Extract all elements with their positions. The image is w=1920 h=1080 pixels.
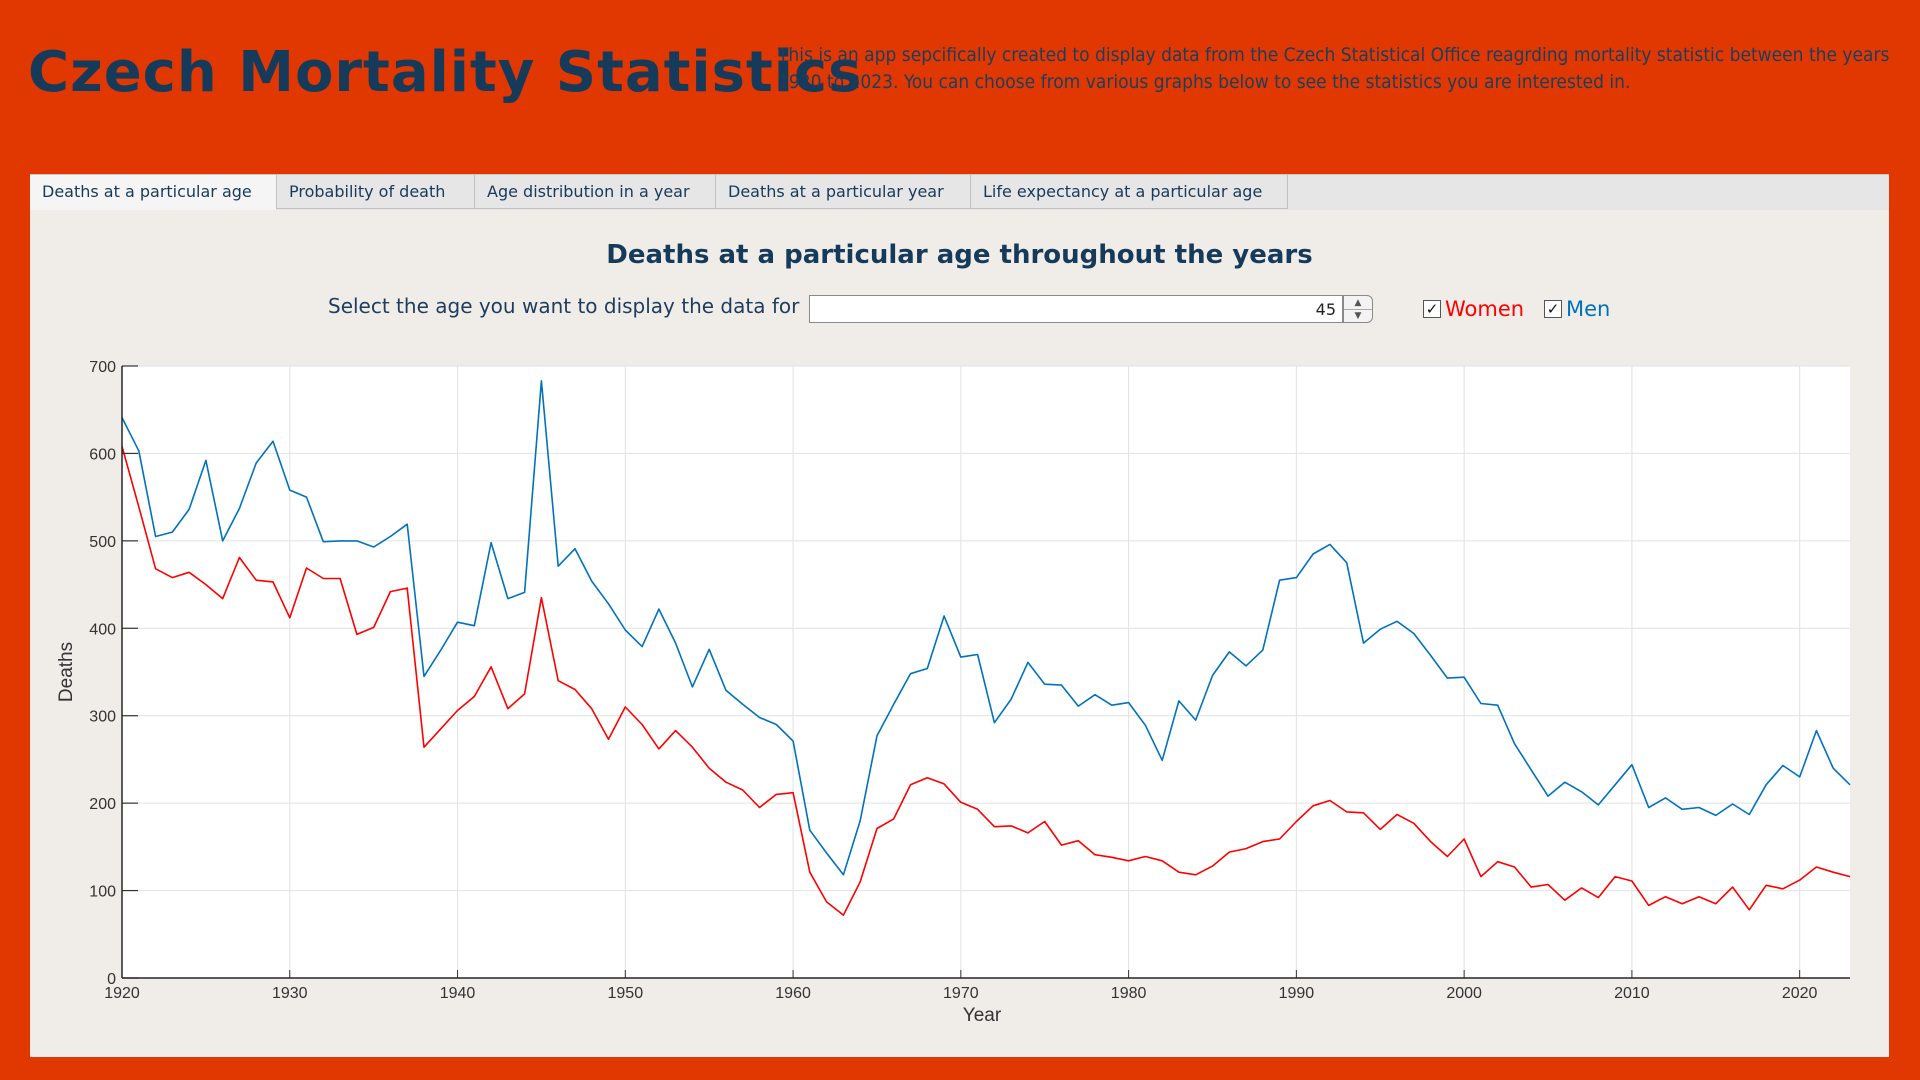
tab-life-expectancy[interactable]: Life expectancy at a particular age (971, 175, 1288, 209)
x-tick-label: 2000 (1446, 985, 1482, 1002)
x-tick-label: 2020 (1782, 985, 1818, 1002)
y-tick-label: 600 (89, 446, 116, 463)
x-axis-label: Year (963, 1005, 1002, 1026)
x-tick-label: 1960 (775, 985, 811, 1002)
arrow-up-icon: ▲ (1354, 297, 1362, 308)
y-tick-label: 200 (89, 796, 116, 813)
spin-up-button[interactable]: ▲ (1344, 296, 1372, 310)
y-tick-label: 700 (89, 359, 116, 376)
age-spinner-input[interactable] (809, 295, 1343, 323)
women-checkbox[interactable]: ✓ Women (1423, 297, 1524, 321)
women-checkbox-label: Women (1445, 297, 1525, 321)
arrow-down-icon: ▼ (1354, 310, 1362, 321)
men-checkbox[interactable]: ✓ Men (1544, 297, 1610, 321)
x-tick-label: 1980 (1111, 985, 1147, 1002)
main-panel: Deaths at a particular age Probability o… (30, 174, 1889, 1057)
grid-lines (121, 365, 1850, 979)
y-axis-label: Deaths (56, 642, 77, 702)
series-lines (121, 380, 1851, 916)
x-tick-label: 1930 (272, 985, 308, 1002)
men-checkbox-label: Men (1566, 297, 1611, 321)
y-tick-label: 500 (89, 534, 116, 551)
y-tick-label: 0 (107, 971, 116, 988)
x-tick-label: 1920 (104, 985, 140, 1002)
age-spinner-buttons: ▲ ▼ (1343, 295, 1373, 323)
series-line-women (121, 446, 1851, 916)
y-tick-label: 300 (89, 709, 116, 726)
age-selector-label: Select the age you want to display the d… (328, 294, 800, 318)
axes: 1920 1930 1940 1950 1960 1970 1980 1990 2000 2010… (89, 359, 1850, 1002)
x-tick-label: 1970 (943, 985, 979, 1002)
plot-area (122, 366, 1850, 978)
spin-down-button[interactable]: ▼ (1344, 309, 1372, 322)
x-tick-label: 1990 (1279, 985, 1315, 1002)
tab-age-distribution[interactable]: Age distribution in a year (475, 175, 716, 209)
app-description: This is an app sepcifically created to d… (778, 44, 1890, 93)
tab-strip: Deaths at a particular age Probability o… (30, 174, 1889, 210)
y-tick-label: 400 (89, 621, 116, 638)
tab-deaths-at-age[interactable]: Deaths at a particular age (30, 175, 277, 210)
x-tick-label: 1950 (608, 985, 644, 1002)
series-line-men (121, 380, 1851, 876)
app-title: Czech Mortality Statistics (28, 40, 863, 105)
y-tick-label: 100 (89, 884, 116, 901)
checkbox-check-icon[interactable]: ✓ (1423, 300, 1441, 318)
x-tick-label: 2010 (1614, 985, 1650, 1002)
deaths-line-chart: 1920 1930 1940 1950 1960 1970 1980 1990 2000 2010… (56, 359, 1851, 1026)
tab-deaths-at-year[interactable]: Deaths at a particular year (716, 175, 971, 209)
x-tick-label: 1940 (440, 985, 476, 1002)
chart-heading: Deaths at a particular age throughout th… (606, 240, 1313, 270)
checkbox-check-icon[interactable]: ✓ (1544, 300, 1562, 318)
tab-probability-of-death[interactable]: Probability of death (277, 175, 475, 209)
